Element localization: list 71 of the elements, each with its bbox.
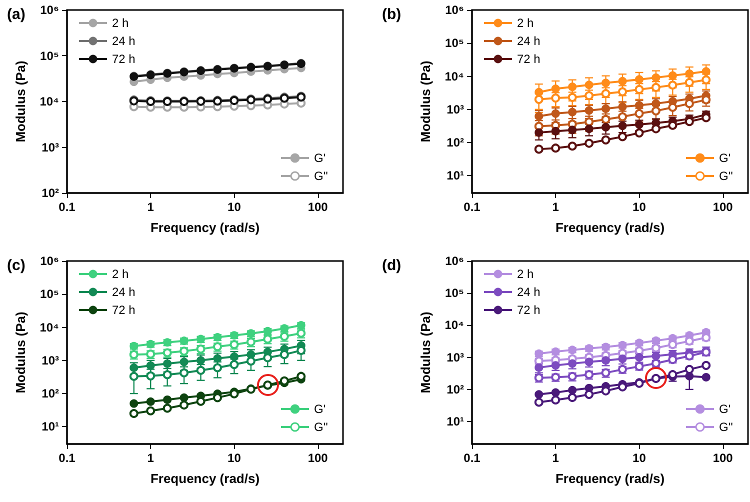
y-tick-label: 10⁶ [445, 3, 464, 17]
y-tick-label: 10⁵ [40, 48, 59, 63]
annotation: G' [314, 402, 326, 416]
x-tick-label: 0.1 [464, 451, 481, 465]
y-axis-title: Modulus (Pa) [13, 60, 28, 142]
annotation: G' [314, 151, 326, 165]
annotation: G' [719, 402, 731, 416]
y-axis-title: Modulus (Pa) [418, 312, 433, 394]
y-tick-label: 10¹ [446, 414, 464, 429]
annotation: G'' [314, 420, 328, 434]
chart-title: (b) [382, 6, 402, 23]
legend-label: 24 h [517, 285, 540, 299]
legend-label: 24 h [112, 285, 136, 299]
y-tick-label: 10⁶ [40, 3, 59, 17]
y-tick-label: 10⁴ [40, 94, 60, 108]
y-tick-label: 10³ [446, 350, 464, 364]
x-tick-label: 10 [632, 451, 646, 465]
legend-label: 72 h [517, 303, 540, 317]
y-tick-label: 10⁴ [444, 69, 464, 84]
x-tick-label: 10 [228, 451, 242, 465]
annotation: G' [719, 151, 731, 165]
x-tick-label: 10 [632, 200, 646, 214]
annotation: G'' [719, 420, 733, 434]
legend-label: 24 h [517, 34, 540, 48]
y-tick-label: 10² [446, 136, 464, 150]
y-axis-title: Modulus (Pa) [13, 312, 28, 394]
x-axis-title: Frequency (rad/s) [150, 220, 260, 235]
y-axis-title: Modulus (Pa) [418, 60, 433, 142]
chart-title: (d) [382, 257, 402, 274]
legend-label: 2 h [517, 267, 534, 281]
x-tick-label: 1 [552, 451, 560, 465]
annotation: G'' [719, 169, 733, 183]
x-tick-label: 0.1 [464, 200, 481, 214]
chart-title: (a) [7, 6, 26, 23]
y-tick-label: 10² [446, 382, 464, 396]
y-tick-label: 10⁵ [445, 36, 464, 50]
annotation: G'' [314, 169, 328, 183]
x-tick-label: 10 [228, 200, 242, 214]
legend-label: 72 h [517, 52, 540, 66]
x-tick-label: 100 [712, 200, 734, 214]
x-tick-label: 1 [147, 200, 154, 214]
y-tick-label: 10³ [42, 353, 60, 368]
y-tick-label: 10² [42, 186, 60, 200]
x-tick-label: 100 [712, 451, 734, 465]
x-tick-label: 0.1 [58, 451, 76, 465]
y-tick-label: 10¹ [42, 420, 60, 434]
y-tick-label: 10⁴ [444, 318, 464, 332]
legend-label: 2 h [112, 267, 129, 281]
legend-label: 72 h [112, 52, 136, 66]
y-tick-label: 10³ [446, 102, 464, 116]
legend-label: 2 h [112, 16, 129, 30]
legend-label: 72 h [112, 303, 136, 317]
y-tick-label: 10¹ [446, 168, 464, 183]
x-tick-label: 100 [308, 451, 328, 465]
y-tick-label: 10² [42, 386, 60, 401]
y-tick-label: 10⁶ [445, 254, 464, 268]
legend-label: 2 h [517, 16, 534, 30]
y-tick-label: 10⁶ [40, 254, 59, 268]
chart-title: (c) [7, 257, 26, 274]
y-tick-label: 10⁵ [40, 287, 59, 302]
y-tick-label: 10⁵ [445, 286, 464, 300]
x-axis-title: Frequency (rad/s) [555, 220, 665, 235]
y-tick-label: 10³ [42, 140, 60, 154]
x-tick-label: 100 [308, 200, 328, 214]
legend-label: 24 h [112, 34, 136, 48]
y-tick-label: 10⁴ [40, 320, 60, 334]
x-tick-label: 0.1 [58, 200, 76, 214]
x-tick-label: 1 [552, 200, 560, 214]
x-axis-title: Frequency (rad/s) [555, 471, 665, 486]
x-tick-label: 1 [147, 451, 154, 465]
x-axis-title: Frequency (rad/s) [150, 471, 260, 486]
